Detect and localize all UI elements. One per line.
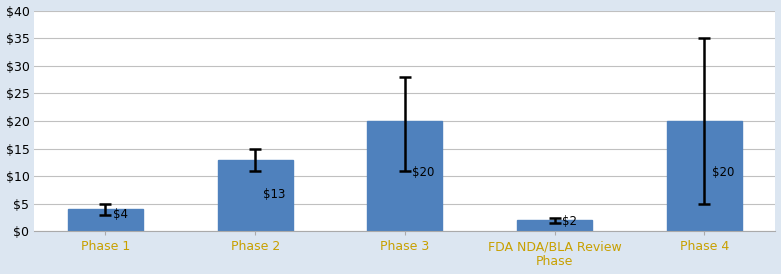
Bar (667, 121, 742, 232)
Bar (218, 160, 293, 232)
Text: $2: $2 (562, 215, 577, 228)
Bar (68, 209, 143, 232)
Text: $20: $20 (711, 166, 734, 179)
Text: $20: $20 (412, 166, 435, 179)
Text: $13: $13 (262, 188, 285, 201)
Bar (367, 121, 442, 232)
Bar (517, 220, 592, 232)
Text: $4: $4 (113, 209, 128, 221)
